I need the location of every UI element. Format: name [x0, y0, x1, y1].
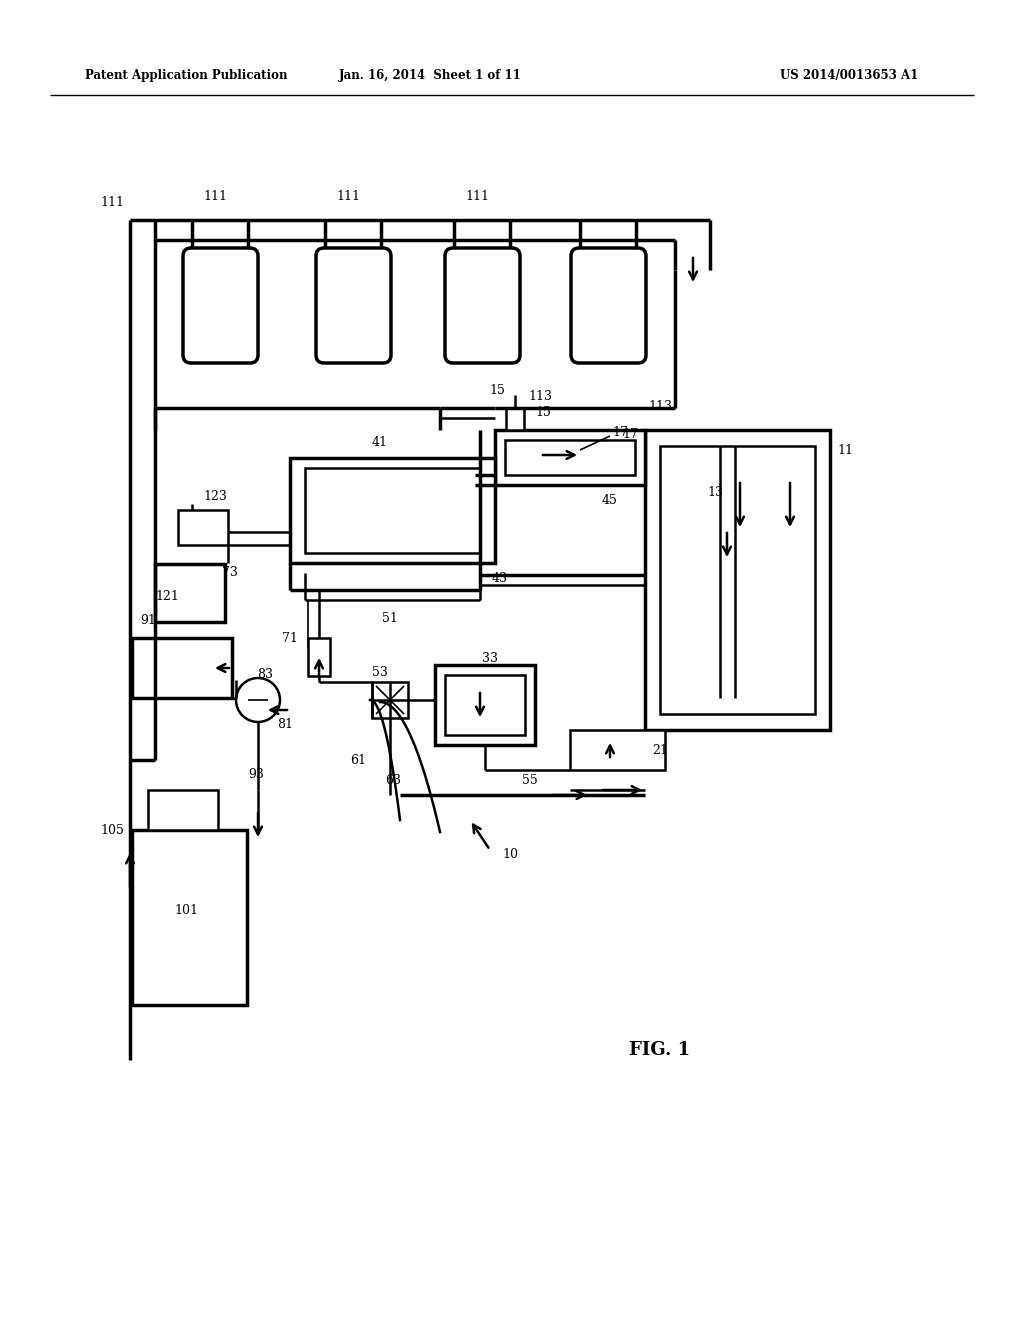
Text: 111: 111: [336, 190, 360, 202]
FancyBboxPatch shape: [183, 248, 258, 363]
FancyBboxPatch shape: [445, 248, 520, 363]
Bar: [290, 458, 495, 564]
Text: 55: 55: [522, 774, 538, 787]
Bar: [505, 440, 635, 475]
Text: 123: 123: [203, 490, 227, 503]
Text: 17: 17: [612, 425, 628, 438]
Text: 113: 113: [528, 389, 552, 403]
Text: 10: 10: [502, 849, 518, 862]
Text: 21: 21: [652, 743, 668, 756]
Text: 63: 63: [385, 774, 401, 787]
Bar: [132, 638, 232, 698]
Bar: [645, 430, 830, 730]
Text: 11: 11: [837, 444, 853, 457]
Text: 73: 73: [222, 565, 238, 578]
Text: 45: 45: [602, 494, 617, 507]
FancyBboxPatch shape: [316, 248, 391, 363]
Text: 17: 17: [622, 429, 638, 441]
Text: 15: 15: [536, 405, 551, 418]
Text: 15: 15: [489, 384, 505, 396]
Bar: [435, 665, 535, 744]
Text: 81: 81: [278, 718, 293, 731]
Text: US 2014/0013653 A1: US 2014/0013653 A1: [780, 69, 919, 82]
Bar: [148, 789, 218, 830]
Circle shape: [236, 678, 280, 722]
Text: 105: 105: [100, 824, 124, 837]
Text: 121: 121: [155, 590, 179, 603]
Bar: [570, 730, 665, 770]
Text: 53: 53: [372, 665, 388, 678]
Bar: [445, 675, 525, 735]
Text: 51: 51: [382, 611, 398, 624]
Text: 33: 33: [482, 652, 498, 664]
Bar: [495, 430, 645, 484]
Text: Patent Application Publication: Patent Application Publication: [85, 69, 288, 82]
Bar: [372, 682, 408, 718]
Bar: [308, 638, 330, 676]
Text: 13: 13: [707, 486, 723, 499]
Text: 43: 43: [492, 572, 508, 585]
Text: 41: 41: [372, 436, 388, 449]
Bar: [506, 408, 524, 430]
Text: 111: 111: [100, 195, 124, 209]
Text: 111: 111: [465, 190, 489, 202]
Text: 111: 111: [203, 190, 227, 202]
Bar: [660, 446, 815, 714]
Text: 91: 91: [140, 614, 156, 627]
Bar: [305, 469, 480, 553]
Text: 93: 93: [248, 768, 264, 781]
Bar: [178, 510, 228, 545]
FancyBboxPatch shape: [571, 248, 646, 363]
Text: 101: 101: [174, 903, 198, 916]
Text: 83: 83: [257, 668, 273, 681]
Text: Jan. 16, 2014  Sheet 1 of 11: Jan. 16, 2014 Sheet 1 of 11: [339, 69, 521, 82]
Text: FIG. 1: FIG. 1: [630, 1041, 690, 1059]
Text: 113: 113: [648, 400, 672, 412]
Text: 61: 61: [350, 754, 366, 767]
Bar: [155, 564, 225, 622]
Text: 71: 71: [282, 631, 298, 644]
Bar: [132, 830, 247, 1005]
